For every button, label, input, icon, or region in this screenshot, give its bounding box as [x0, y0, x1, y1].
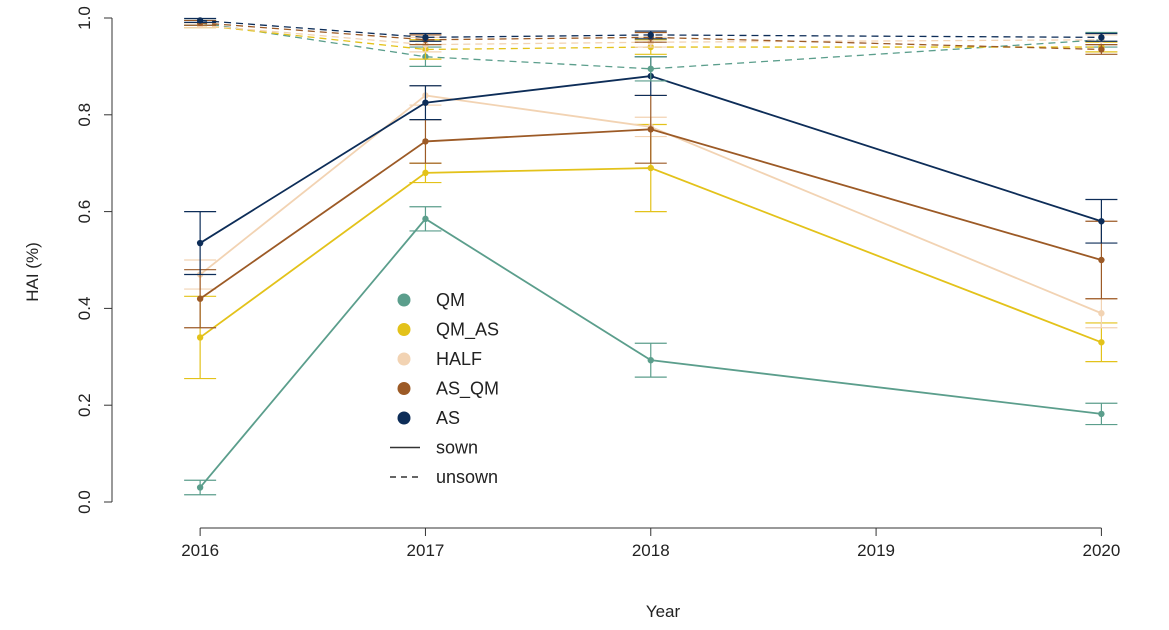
data-point [422, 169, 429, 177]
data-point [422, 215, 429, 223]
series-line-as-unsown [200, 19, 1102, 39]
legend-label-qm: QM [436, 290, 465, 310]
data-point [196, 239, 204, 247]
data-point [647, 126, 654, 133]
data-point [647, 31, 654, 39]
data-point [1098, 256, 1105, 264]
y-tick-label: 0.4 [75, 297, 94, 321]
data-point [1098, 410, 1105, 418]
series-line-qm-sown [199, 217, 1102, 489]
y-tick-label: 0.0 [75, 490, 94, 514]
data-point [422, 138, 429, 145]
series-line-qm-as-unsown [200, 24, 1102, 51]
data-point [647, 356, 654, 364]
data-point [422, 99, 429, 106]
data-point [196, 334, 204, 341]
legend-label-as-qm: AS_QM [436, 379, 499, 400]
x-tick-label: 2019 [857, 541, 895, 560]
series-qm-sown [184, 206, 1118, 496]
series-as-unsown [184, 17, 1118, 42]
x-tick-label: 2016 [181, 541, 219, 560]
data-point [196, 295, 204, 302]
data-point [1098, 218, 1105, 225]
y-tick-label: 0.2 [75, 393, 94, 417]
data-point [647, 164, 654, 172]
legend: QM QM_AS HALF AS_QM AS sown unsown [390, 290, 499, 487]
data-point [196, 484, 204, 491]
data-point [1098, 46, 1105, 53]
legend-label-as: AS [436, 408, 460, 428]
x-axis-title: Year [646, 602, 681, 621]
series-line-half-unsown [200, 24, 1102, 46]
legend-label-sown: sown [436, 438, 478, 458]
legend-label-half: HALF [436, 349, 482, 369]
legend-marker-half [397, 352, 411, 366]
data-point [1098, 34, 1105, 41]
series-line-as-sown [199, 75, 1102, 244]
data-point [1098, 310, 1105, 317]
data-point [647, 65, 654, 73]
series-line-half-sown [199, 94, 1102, 315]
legend-label-unsown: unsown [436, 467, 498, 487]
series-as-sown [184, 56, 1118, 276]
y-tick-label: 0.6 [75, 200, 94, 224]
data-point [422, 34, 429, 41]
series-line-as-qm-unsown [200, 22, 1102, 51]
legend-marker-qm-as [397, 323, 411, 336]
y-tick-label: 1.0 [75, 6, 94, 30]
legend-marker-qm [397, 293, 411, 307]
series-line-as-qm-sown [199, 128, 1102, 300]
legend-marker-as-qm [397, 382, 411, 395]
series-line-qm-as-sown [199, 167, 1102, 344]
y-axis-title: HAI (%) [23, 242, 42, 302]
data-series [184, 17, 1118, 496]
y-tick-label: 0.8 [75, 103, 94, 127]
legend-marker-as [397, 411, 411, 425]
x-tick-label: 2020 [1082, 541, 1120, 560]
x-tick-label: 2017 [407, 541, 445, 560]
data-point [1098, 339, 1105, 346]
legend-label-qm-as: QM_AS [436, 320, 499, 341]
axes: 2016 2017 2018 2019 2020 0.0 0.2 0.4 0.6 0.8 1.0 [75, 6, 1120, 560]
data-point [196, 17, 204, 24]
series-line-qm-unsown [200, 22, 1102, 70]
x-tick-label: 2018 [632, 541, 670, 560]
